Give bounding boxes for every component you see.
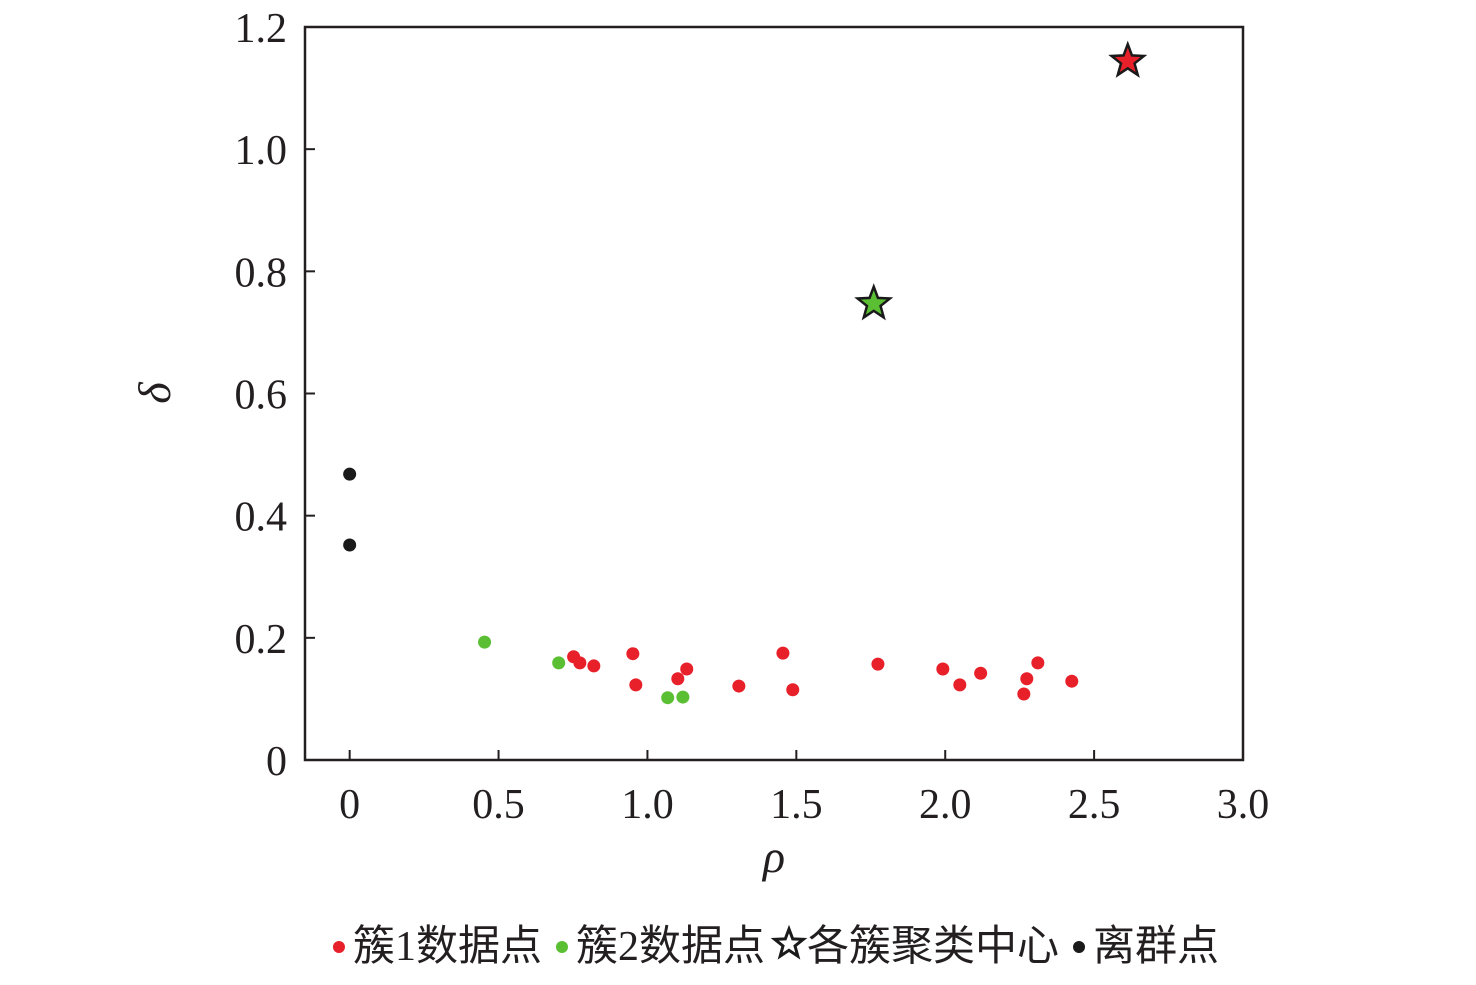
data-point [953,678,967,692]
legend-marker [1073,941,1086,953]
legend-marker [770,924,808,960]
y-tick-label: 0.6 [235,373,288,419]
y-tick-label: 1.2 [235,6,288,52]
x-tick-label: 2.0 [919,782,972,828]
plot-frame [303,25,1245,762]
data-point [1065,674,1079,688]
y-tick-label: 0.4 [235,495,288,541]
x-tick-label: 0 [339,782,360,828]
x-tick-label: 1.5 [770,782,823,828]
data-point [626,647,640,661]
data-point [629,678,643,692]
data-point [478,635,492,649]
data-point [343,467,357,481]
legend-label: 簇2数据点 [576,923,765,970]
legend-label: 各簇聚类中心 [807,923,1059,970]
data-point [1020,672,1034,686]
center-star [1108,40,1148,78]
data-point [776,646,790,660]
x-tick-label: 2.5 [1068,782,1121,828]
legend-label: 离群点 [1093,923,1219,970]
x-axis-title: ρ [761,831,785,882]
data-point [936,662,950,676]
legend-marker [332,941,345,953]
data-point [786,683,800,697]
x-tick-label: 0.5 [472,782,525,828]
y-tick-label: 0.2 [235,617,288,663]
data-point [661,691,675,705]
data-point [587,659,601,673]
data-point [676,690,690,704]
x-tick-label: 3.0 [1217,782,1270,828]
y-tick-label: 1.0 [235,128,288,174]
data-point [732,679,746,693]
x-tick-label: 1.0 [621,782,674,828]
data-point [680,662,694,676]
center-star [854,283,894,321]
data-point [573,656,587,670]
y-axis-title: δ [129,382,180,404]
legend-marker [555,941,568,953]
data-point [552,656,566,670]
legend-label: 簇1数据点 [353,923,542,970]
y-tick-label: 0 [266,739,287,785]
data-point [671,672,685,686]
y-tick-label: 0.8 [235,250,288,296]
data-point [343,538,357,552]
legend: 簇1数据点 簇2数据点 各簇聚类中心 离群点 [332,923,1219,970]
data-point [1017,687,1031,701]
data-point [974,666,988,680]
data-point [1031,656,1045,670]
data-point [871,657,885,671]
